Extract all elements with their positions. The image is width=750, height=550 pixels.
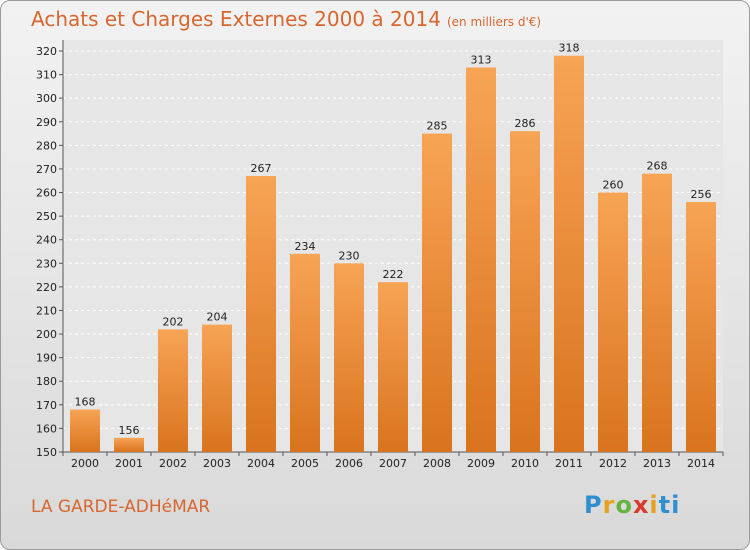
bar: [290, 253, 320, 452]
data-label: 202: [163, 315, 184, 328]
bar: [686, 201, 716, 452]
y-tick-label: 250: [36, 210, 57, 223]
x-tick-label: 2014: [687, 457, 715, 470]
x-tick-label: 2004: [247, 457, 275, 470]
data-label: 318: [559, 42, 580, 55]
y-tick-label: 150: [36, 446, 57, 459]
data-label: 156: [119, 424, 140, 437]
data-label: 267: [251, 162, 272, 175]
chart-subtitle: (en milliers d'€): [446, 15, 542, 29]
y-tick-label: 300: [36, 92, 57, 105]
y-tick-label: 260: [36, 187, 57, 200]
data-labels: 168 156 202 204 267 234 230 222 285 313 286 318 260 2…: [75, 42, 712, 437]
bar: [334, 263, 364, 452]
x-tick-label: 2008: [423, 457, 451, 470]
y-tick-label: 200: [36, 328, 57, 341]
x-tick-label: 2000: [71, 457, 99, 470]
bar: [510, 131, 540, 452]
data-label: 234: [295, 240, 316, 253]
y-tick-label: 170: [36, 399, 57, 412]
y-tick-label: 160: [36, 422, 57, 435]
x-tick-label: 2012: [599, 457, 627, 470]
data-label: 168: [75, 396, 96, 409]
x-tick-label: 2013: [643, 457, 671, 470]
y-tick-label: 230: [36, 257, 57, 270]
y-tick-label: 290: [36, 116, 57, 129]
x-tick-label: 2001: [115, 457, 143, 470]
bar: [422, 133, 452, 452]
data-label: 256: [691, 188, 712, 201]
x-tick-label: 2005: [291, 457, 319, 470]
x-tick-label: 2011: [555, 457, 583, 470]
x-tick-label: 2007: [379, 457, 407, 470]
bars: [70, 55, 716, 453]
proxiti-logo: Proxiti: [584, 491, 681, 519]
data-label: 285: [427, 120, 448, 133]
data-label: 260: [603, 179, 624, 192]
data-label: 286: [515, 117, 536, 130]
y-tick-label: 320: [36, 45, 57, 58]
bar: [378, 282, 408, 452]
y-tick-label: 180: [36, 375, 57, 388]
commune-name: LA GARDE-ADHéMAR: [31, 497, 211, 517]
bar: [70, 409, 100, 452]
bar: [466, 67, 496, 452]
y-tick-label: 270: [36, 163, 57, 176]
bar: [642, 173, 672, 453]
y-tick-label: 190: [36, 352, 57, 365]
y-tick-label: 240: [36, 234, 57, 247]
bar: [554, 55, 584, 452]
x-tick-label: 2003: [203, 457, 231, 470]
x-tick-label: 2002: [159, 457, 187, 470]
y-tick-label: 310: [36, 69, 57, 82]
y-tick-label: 220: [36, 281, 57, 294]
bar: [158, 329, 188, 452]
data-label: 313: [471, 54, 492, 67]
data-label: 204: [207, 311, 228, 324]
x-tick-labels: 2000 2001 2002 2003 2004 2005 2006 2007 2008 2009…: [71, 457, 715, 470]
x-tick-label: 2006: [335, 457, 363, 470]
data-label: 268: [647, 160, 668, 173]
x-tick-label: 2010: [511, 457, 539, 470]
chart-title: Achats et Charges Externes 2000 à 2014 (e…: [31, 7, 542, 31]
y-tick-label: 280: [36, 139, 57, 152]
y-tick-labels: 150 160 170 180 190 200 210 220 230 240 250 260 270 2…: [36, 45, 57, 459]
bar: [202, 324, 232, 452]
data-label: 230: [339, 249, 360, 262]
bar: [246, 176, 276, 453]
y-tick-label: 210: [36, 304, 57, 317]
bar: [114, 437, 144, 452]
bar: [598, 192, 628, 452]
data-label: 222: [383, 268, 404, 281]
x-tick-label: 2009: [467, 457, 495, 470]
